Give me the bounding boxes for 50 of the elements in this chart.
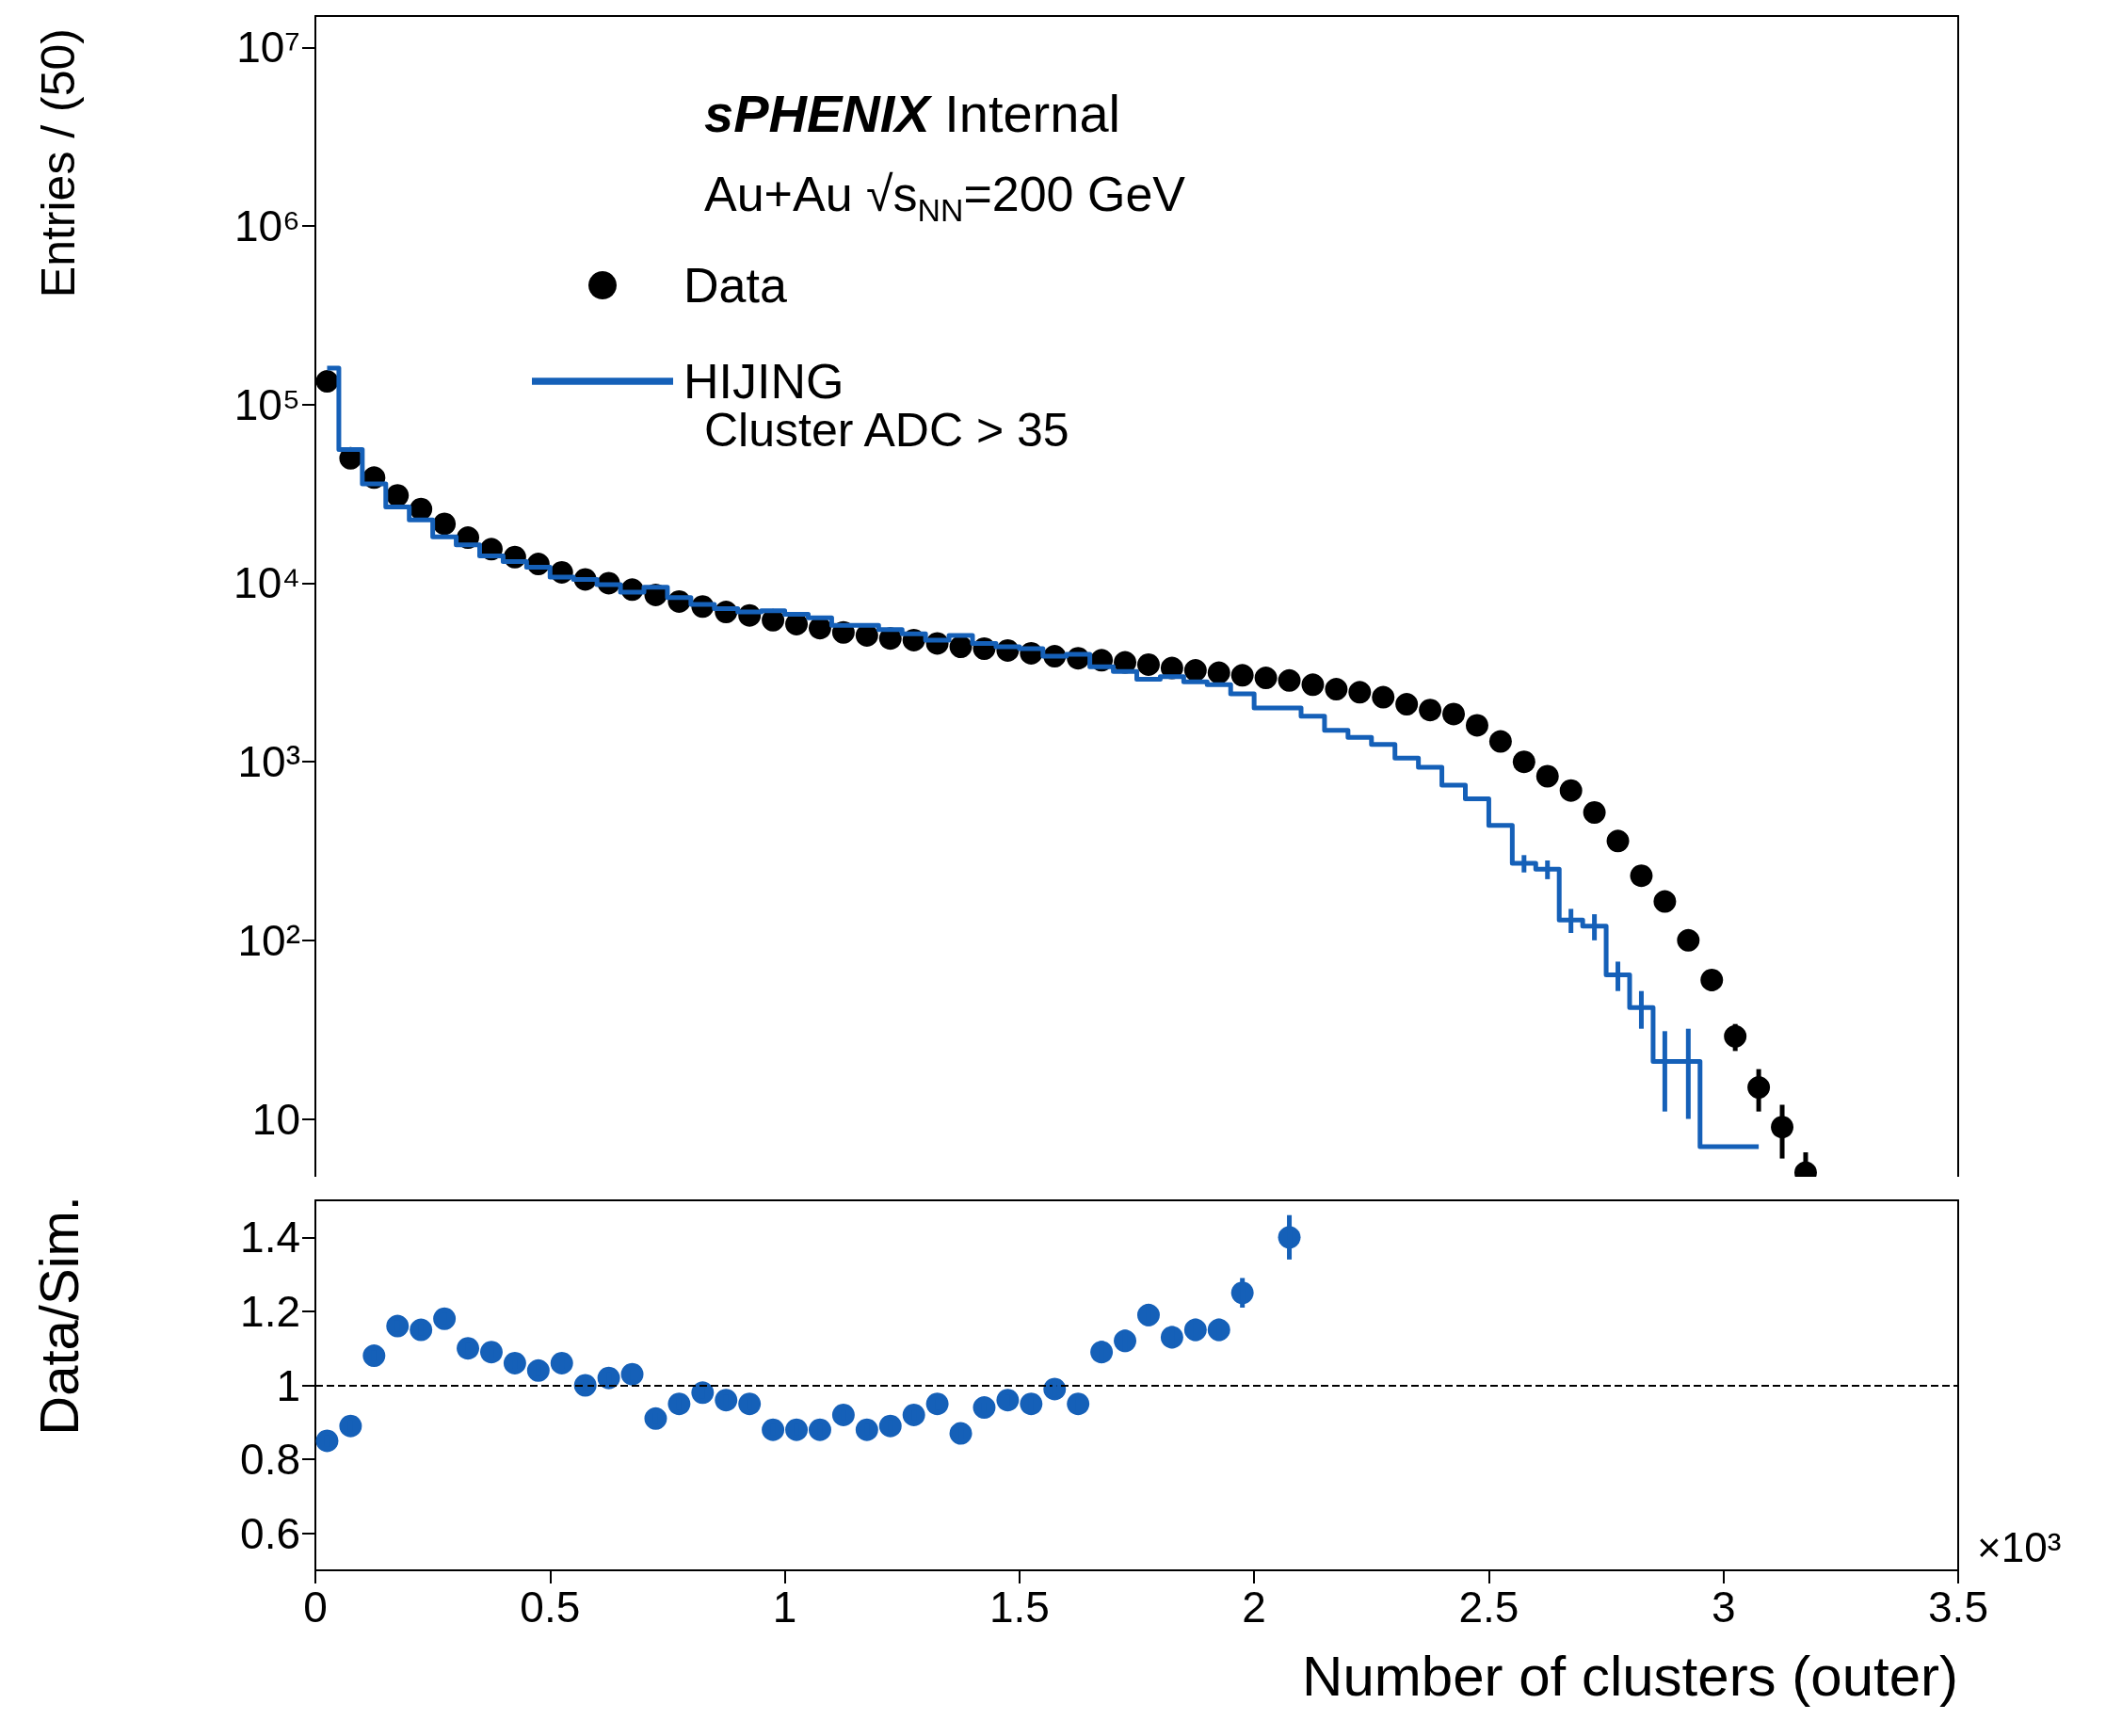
point xyxy=(667,1392,691,1416)
y-tick-label: 0.8 xyxy=(240,1435,300,1485)
x-tick-label: 3.5 xyxy=(1928,1583,1988,1632)
x-tick-label: 2.5 xyxy=(1458,1583,1519,1632)
y-tick-label: 10² xyxy=(237,915,300,965)
point xyxy=(855,1418,878,1441)
x-tick-label: 0.5 xyxy=(520,1583,581,1632)
y-tick-label: 10⁵ xyxy=(233,379,300,429)
x-tick-label: 1.5 xyxy=(989,1583,1050,1632)
y-tick-label: 0.6 xyxy=(240,1508,300,1558)
y-axis-title: Entries / (50) xyxy=(32,28,85,298)
point xyxy=(503,1351,526,1374)
annotation: Au+Au √s$_{NN}$=200 GeV xyxy=(704,167,1186,229)
annotation: sPHENIX Internal xyxy=(704,84,1120,143)
x-tick-label: 0 xyxy=(303,1583,328,1632)
point xyxy=(785,1418,809,1441)
y-tick-label: 10⁴ xyxy=(233,558,300,608)
point xyxy=(808,1418,831,1441)
y-tick-label: 10³ xyxy=(237,737,300,787)
y-tick-label: 1 xyxy=(276,1360,300,1410)
y-tick-label: 1.4 xyxy=(240,1213,300,1262)
text: ×10³ xyxy=(1977,1524,2062,1571)
point xyxy=(386,1314,410,1338)
y-tick-label: 10⁶ xyxy=(233,201,300,251)
point xyxy=(762,1418,785,1441)
point xyxy=(973,1396,996,1420)
x-tick-label: 1 xyxy=(772,1583,797,1632)
point xyxy=(831,1403,855,1426)
point xyxy=(526,1358,550,1382)
point xyxy=(925,1392,949,1416)
y-tick-label: 1.2 xyxy=(240,1286,300,1336)
x-axis-title: Number of clusters (outer) xyxy=(1302,1644,1958,1708)
point xyxy=(715,1389,738,1412)
x-tick-label: 3 xyxy=(1711,1583,1736,1632)
point xyxy=(410,1318,433,1342)
point xyxy=(457,1337,480,1360)
x-tick-label: 2 xyxy=(1242,1583,1266,1632)
point xyxy=(433,1307,457,1330)
point xyxy=(479,1341,503,1364)
point xyxy=(902,1403,925,1426)
point xyxy=(362,1344,386,1368)
point xyxy=(550,1351,573,1374)
y-tick-label: 10 xyxy=(251,1094,300,1144)
point xyxy=(878,1414,902,1438)
point xyxy=(996,1389,1020,1412)
y-tick-label: 10⁷ xyxy=(236,23,300,72)
y-axis-title: Data/Sim. xyxy=(27,1196,89,1436)
legend-label: Data xyxy=(683,258,787,313)
point xyxy=(644,1406,667,1430)
point xyxy=(738,1392,762,1416)
